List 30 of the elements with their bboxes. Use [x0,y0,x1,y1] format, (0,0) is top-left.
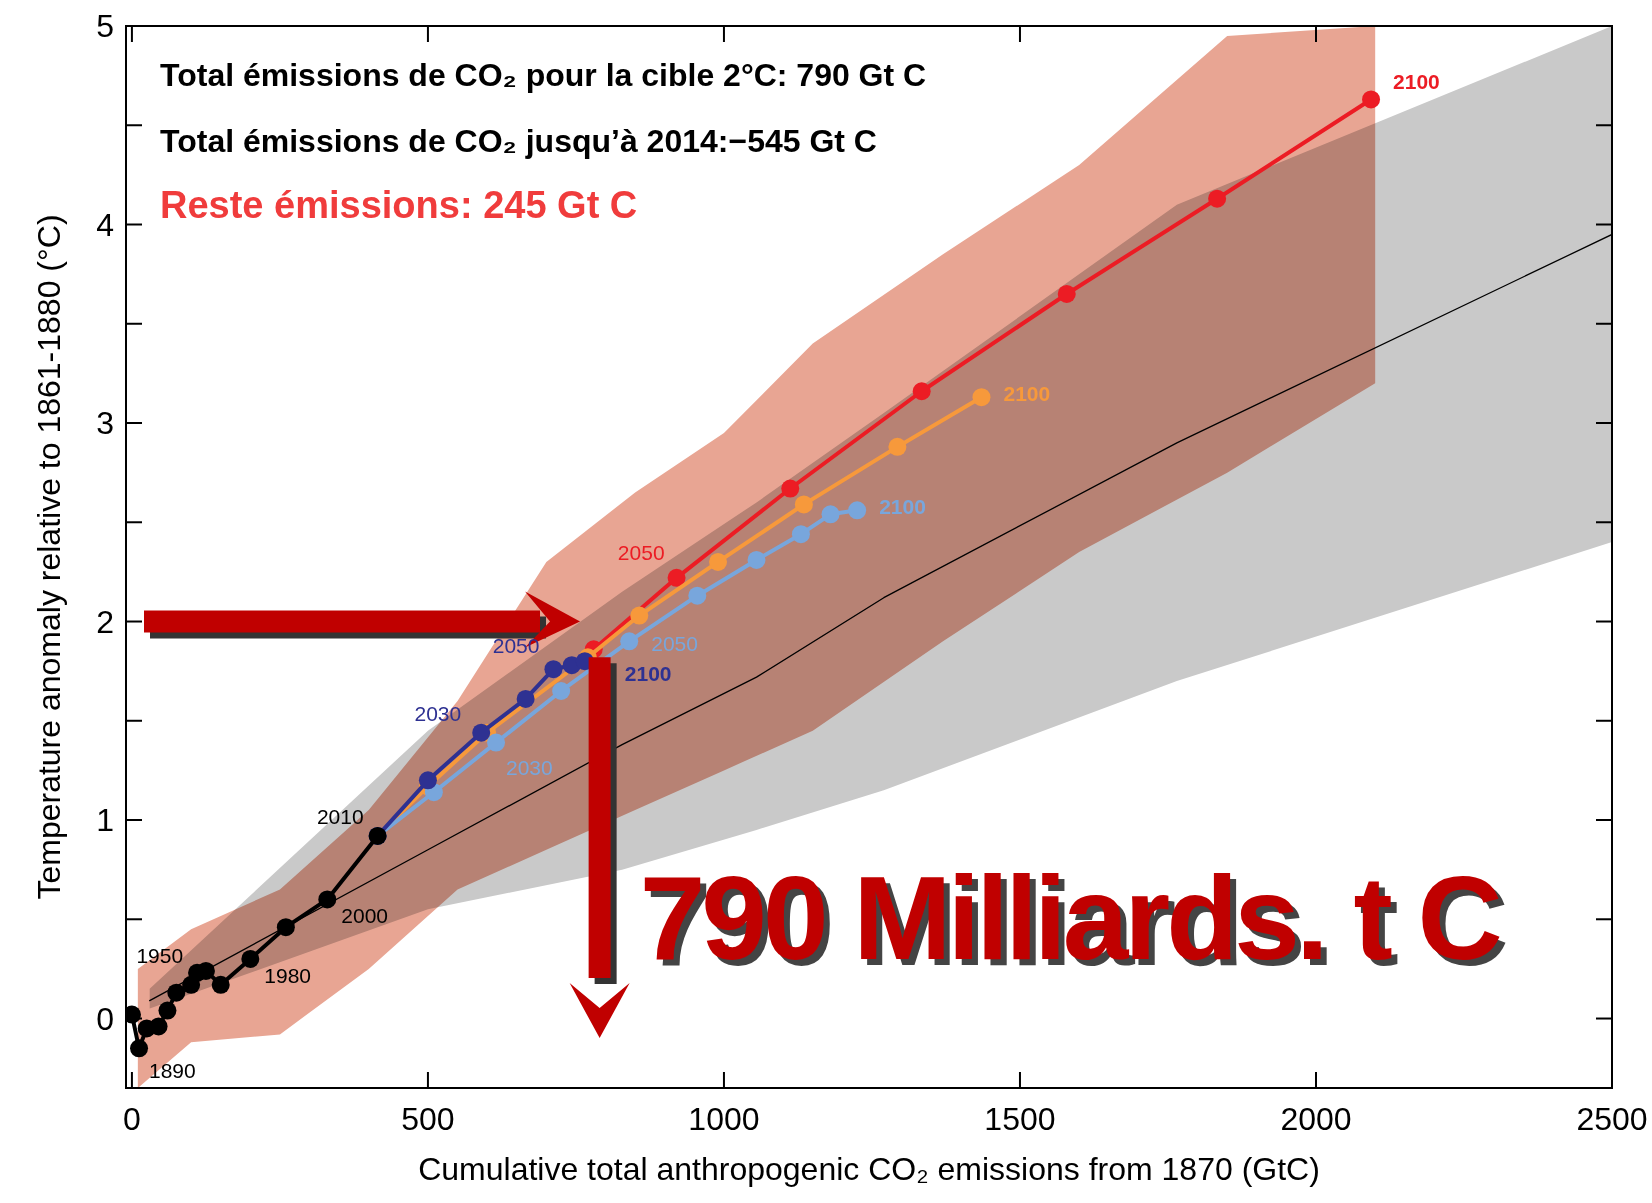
x-tick-label: 500 [401,1101,455,1137]
annotation: 2100 [1393,70,1440,94]
x-tick-label: 2000 [1280,1101,1352,1137]
annotation: Total émissions de CO₂ pour la cible 2°C: 790 Gt C [160,57,927,93]
y-tick-label: 5 [96,8,114,44]
annotation: 2100 [879,495,926,519]
x-tick-label: 1500 [984,1101,1056,1137]
annotation: 2100 [1003,382,1051,406]
y-tick-label: 0 [96,1000,114,1037]
annotation: 2030 [506,755,553,779]
annotation: 1890 [149,1059,196,1083]
annotation: 2050 [492,634,540,658]
annotation: 2010 [316,804,364,828]
y-tick-label: 1 [96,802,114,839]
annotation: 2050 [617,540,665,564]
y-tick-label: 3 [96,405,114,442]
annotation: 2050 [651,632,698,656]
annotation: Total émissions de CO₂ jusqu’à 2014:−545 Gt C [160,123,877,159]
y-tick-label: 2 [96,603,114,640]
annotation: 1980 [264,963,312,987]
x-tick-label: 1000 [688,1101,760,1137]
x-axis-title: Cumulative total anthropogenic CO₂ emissions from 1870 (GtC) [418,1151,1320,1187]
annotation: 2000 [341,904,389,928]
annotation: 1950 [136,943,184,967]
x-tick-label: 0 [123,1101,141,1137]
y-tick-label: 4 [96,206,114,243]
y-axis-title: Temperature anomaly relative to 1861-1880 (°C) [31,214,67,900]
annotation: Reste émissions: 245 Gt C [160,184,638,226]
annotation: 2100 [624,662,672,686]
x-tick-label: 2500 [1576,1101,1648,1137]
